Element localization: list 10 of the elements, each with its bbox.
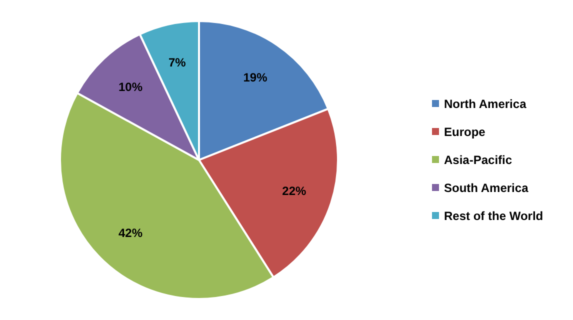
legend-label: Asia-Pacific — [444, 153, 512, 168]
data-label: 19% — [243, 70, 268, 84]
data-label: 7% — [168, 56, 186, 70]
legend-label: Rest of the World — [444, 209, 544, 224]
legend-label: South America — [444, 181, 529, 196]
data-label: 10% — [118, 80, 143, 94]
legend-label: Europe — [444, 125, 486, 140]
data-label: 42% — [118, 226, 143, 240]
data-label: 22% — [282, 184, 307, 198]
legend-label: North America — [444, 97, 527, 112]
